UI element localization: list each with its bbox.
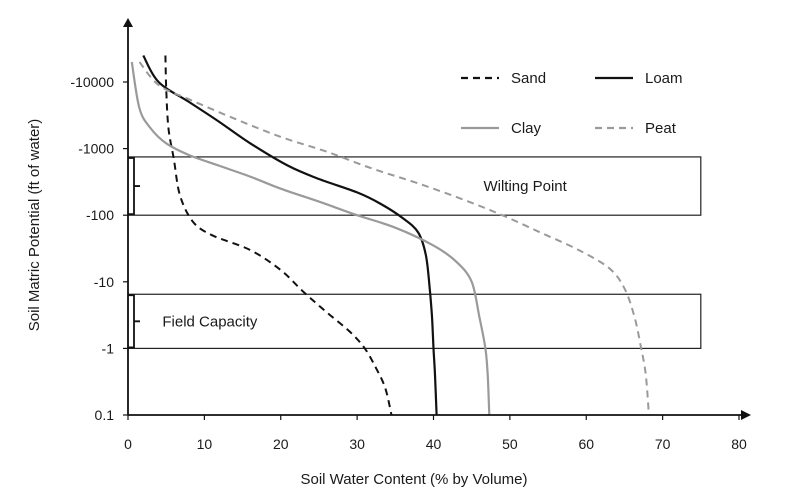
x-tick-label-2: 20	[273, 436, 289, 452]
series-line-loam	[142, 54, 438, 416]
x-axis-arrow	[741, 410, 751, 420]
ticks-layer: 0 10 20 30 40 50 60 70 80 0.1 -1 -10 -100 -1000 -10000	[70, 74, 747, 452]
x-tick-label-5: 50	[502, 436, 518, 452]
band-label-1: Field Capacity	[162, 313, 258, 330]
legend: Sand Loam Clay Peat	[461, 70, 683, 137]
y-axis-arrow	[123, 18, 133, 27]
legend-label-sand: Sand	[511, 70, 546, 87]
y-axis-label: Soil Matric Potential (ft of water)	[26, 119, 43, 332]
series-line-peat	[138, 61, 650, 416]
bands-layer: Wilting Point Field Capacity	[127, 156, 702, 350]
x-tick-label-1: 10	[197, 436, 213, 452]
band-bracket-0	[128, 157, 140, 216]
legend-label-clay: Clay	[511, 120, 542, 137]
legend-label-peat: Peat	[645, 120, 677, 137]
x-tick-label-4: 40	[426, 436, 442, 452]
band-bracket-1	[128, 294, 140, 349]
y-tick-label-5: -10000	[70, 74, 114, 90]
legend-label-loam: Loam	[645, 70, 683, 87]
y-tick-label-1: -1	[102, 340, 115, 356]
series-line-sand	[164, 55, 393, 416]
x-axis-label: Soil Water Content (% by Volume)	[300, 471, 527, 488]
x-tick-label-8: 80	[731, 436, 747, 452]
y-tick-label-3: -100	[86, 207, 114, 223]
y-tick-label-0: 0.1	[95, 407, 115, 423]
band-label-0: Wilting Point	[483, 178, 567, 195]
x-tick-label-6: 60	[578, 436, 594, 452]
series-line-clay	[130, 61, 491, 416]
band-rect-0	[127, 156, 702, 216]
axes-layer	[123, 18, 751, 420]
x-tick-label-3: 30	[349, 436, 365, 452]
y-tick-label-4: -1000	[78, 141, 114, 157]
x-tick-label-0: 0	[124, 436, 132, 452]
x-tick-label-7: 70	[655, 436, 671, 452]
series-layer	[130, 54, 650, 416]
y-tick-label-2: -10	[94, 274, 114, 290]
